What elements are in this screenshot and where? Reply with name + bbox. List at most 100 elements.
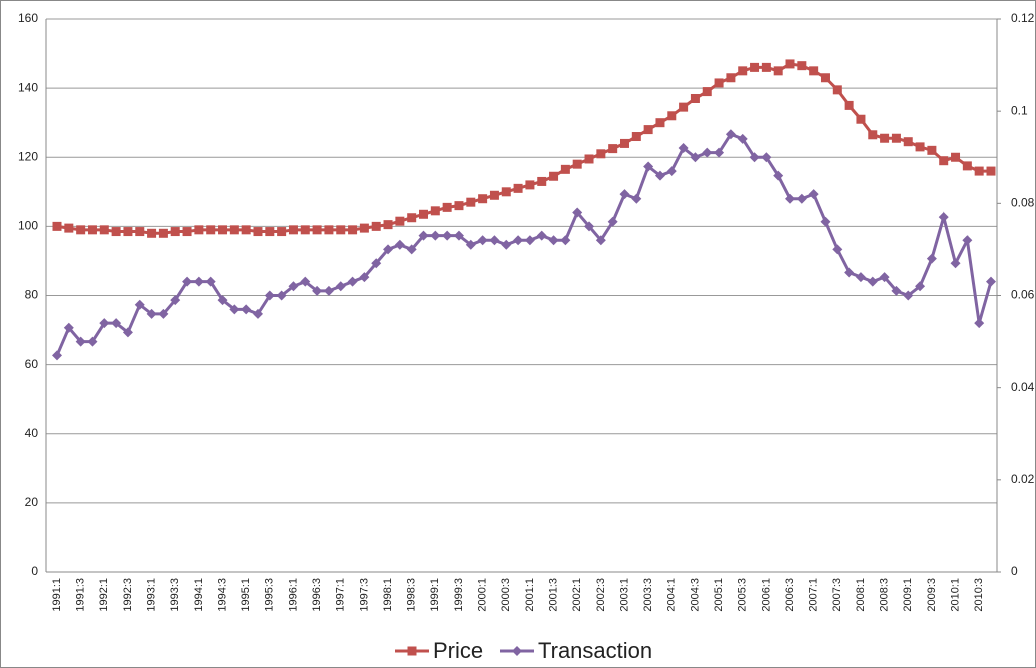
marker	[87, 225, 97, 235]
marker	[750, 62, 760, 72]
marker	[406, 244, 417, 255]
marker	[182, 276, 193, 287]
x-tick-label: 2006:3	[784, 578, 796, 612]
marker	[194, 225, 204, 235]
x-tick-label: 1992:3	[122, 578, 134, 612]
x-tick-label: 2005:3	[737, 578, 749, 612]
x-tick-label: 2003:1	[618, 578, 630, 612]
x-tick-label: 1994:1	[193, 578, 205, 612]
y2-tick-label: 0.04	[1011, 380, 1035, 394]
y2-tick-label: 0	[1011, 564, 1018, 578]
marker	[253, 227, 263, 237]
marker	[761, 62, 771, 72]
y-tick-label: 0	[31, 564, 38, 578]
marker	[962, 161, 972, 171]
y2-tick-label: 0.1	[1011, 103, 1028, 117]
marker	[785, 59, 795, 69]
legend-label: Transaction	[538, 638, 652, 663]
marker	[690, 152, 701, 163]
marker	[64, 223, 74, 233]
marker	[158, 308, 169, 319]
marker	[549, 171, 559, 181]
x-tick-label: 2009:1	[902, 578, 914, 612]
marker	[643, 125, 653, 135]
marker	[950, 258, 961, 269]
marker	[135, 227, 145, 237]
marker	[903, 290, 914, 301]
marker	[868, 130, 878, 140]
marker	[513, 235, 524, 246]
marker	[347, 276, 358, 287]
x-tick-label: 2002:3	[595, 578, 607, 612]
x-tick-label: 1996:1	[287, 578, 299, 612]
marker	[761, 152, 772, 163]
y-tick-label: 100	[18, 219, 38, 233]
marker	[879, 272, 890, 283]
marker	[465, 239, 476, 250]
marker	[619, 138, 629, 148]
marker	[927, 145, 937, 155]
marker	[903, 137, 913, 147]
marker	[891, 133, 901, 143]
marker	[643, 161, 654, 172]
marker	[548, 235, 559, 246]
y2-tick-label: 0.08	[1011, 196, 1035, 210]
marker	[430, 230, 441, 241]
marker	[359, 223, 369, 233]
marker	[926, 253, 937, 264]
marker	[359, 272, 370, 283]
x-tick-label: 2007:3	[831, 578, 843, 612]
marker	[714, 147, 725, 158]
marker	[512, 646, 522, 656]
marker	[264, 290, 275, 301]
marker	[252, 308, 263, 319]
marker	[63, 322, 74, 333]
marker	[619, 189, 630, 200]
marker	[891, 285, 902, 296]
y2-tick-label: 0.06	[1011, 288, 1035, 302]
marker	[572, 207, 583, 218]
marker	[785, 193, 796, 204]
x-tick-label: 1991:3	[75, 578, 87, 612]
marker	[123, 227, 133, 237]
x-tick-label: 2001:1	[524, 578, 536, 612]
marker	[832, 85, 842, 95]
marker	[809, 66, 819, 76]
x-tick-label: 2002:1	[571, 578, 583, 612]
marker	[808, 189, 819, 200]
marker	[679, 102, 689, 112]
marker	[182, 227, 192, 237]
marker	[489, 235, 500, 246]
marker	[855, 272, 866, 283]
marker	[749, 152, 760, 163]
x-tick-label: 2008:3	[879, 578, 891, 612]
x-tick-label: 1993:3	[169, 578, 181, 612]
x-tick-label: 1999:3	[453, 578, 465, 612]
marker	[690, 93, 700, 103]
marker	[537, 176, 547, 186]
marker	[241, 225, 251, 235]
marker	[430, 206, 440, 216]
marker	[595, 235, 606, 246]
marker	[394, 239, 405, 250]
marker	[856, 114, 866, 124]
x-tick-label: 2005:1	[713, 578, 725, 612]
marker	[725, 129, 736, 140]
marker	[147, 228, 157, 238]
marker	[442, 230, 453, 241]
marker	[489, 190, 499, 200]
legend-label: Price	[433, 638, 483, 663]
marker	[395, 216, 405, 226]
y2-tick-label: 0.02	[1011, 472, 1035, 486]
marker	[111, 227, 121, 237]
marker	[300, 276, 311, 287]
y-tick-label: 40	[25, 426, 39, 440]
marker	[820, 73, 830, 83]
marker	[323, 285, 334, 296]
marker	[122, 327, 133, 338]
marker	[820, 216, 831, 227]
marker	[454, 201, 464, 211]
marker	[407, 213, 417, 223]
marker	[584, 154, 594, 164]
